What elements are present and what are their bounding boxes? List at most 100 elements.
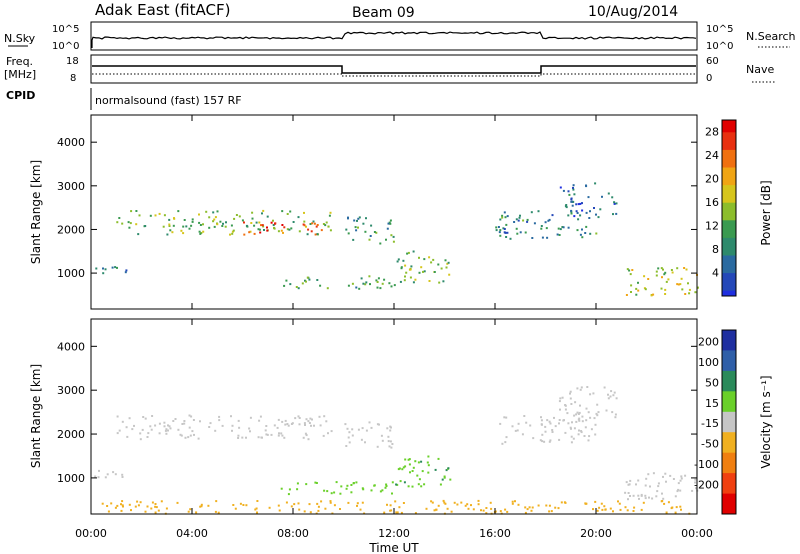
echo-cell (453, 501, 456, 504)
echo-cell (158, 422, 161, 425)
velocity-y-axis: 1000 2000 3000 4000 (57, 340, 697, 485)
sky-label: N.Sky (4, 32, 36, 45)
echo-cell (394, 500, 397, 503)
colorbar-swatch (722, 284, 736, 291)
echo-cell (303, 422, 306, 425)
echo-cell (449, 478, 452, 481)
echo-cell (402, 466, 405, 469)
echo-cell (150, 428, 153, 431)
echo-cell (183, 422, 186, 425)
echo-cell (138, 214, 141, 217)
echo-cell (425, 507, 428, 510)
echo-cell (444, 502, 447, 505)
echo-cell (579, 404, 581, 407)
echo-cell (548, 510, 551, 513)
echo-cell (528, 506, 531, 509)
echo-cell (351, 428, 354, 431)
echo-cell (385, 238, 387, 241)
y-tick-label: 3000 (57, 180, 85, 193)
echo-cell (185, 225, 188, 228)
echo-cell (396, 511, 399, 514)
echo-cell (404, 264, 407, 267)
echo-cell (282, 231, 284, 234)
nave-line (92, 73, 696, 77)
echo-cell (680, 277, 683, 280)
echo-cell (365, 429, 368, 432)
echo-cell (664, 293, 667, 295)
echo-cell (568, 193, 571, 196)
echo-cell (214, 429, 217, 432)
echo-cell (612, 394, 615, 397)
echo-cell (224, 225, 227, 228)
echo-cell (217, 511, 220, 514)
echo-cell (664, 472, 667, 475)
echo-cell (221, 424, 224, 427)
echo-cell (665, 480, 667, 483)
echo-cell (130, 509, 132, 512)
echo-cell (241, 219, 244, 222)
echo-cell (102, 272, 105, 275)
echo-cell (511, 425, 514, 428)
echo-cell (98, 469, 100, 472)
freq-strip-frame (90, 54, 698, 84)
echo-cell (577, 203, 580, 206)
colorbar-tick-label: -15 (701, 417, 719, 430)
echo-cell (383, 278, 386, 281)
echo-cell (114, 266, 117, 269)
echo-cell (545, 227, 548, 230)
echo-cell (356, 502, 359, 505)
echo-cell (437, 504, 440, 507)
echo-cell (304, 432, 307, 435)
echo-cell (144, 417, 147, 420)
echo-cell (618, 502, 621, 505)
echo-cell (503, 211, 506, 214)
echo-cell (184, 436, 187, 439)
echo-cell (564, 205, 567, 208)
echo-cell (624, 491, 627, 494)
echo-cell (584, 502, 587, 505)
echo-cell (567, 190, 570, 193)
echo-cell (345, 487, 348, 490)
echo-cell (327, 225, 330, 228)
echo-cell (524, 511, 527, 514)
echo-cell (114, 473, 117, 476)
echo-cell (114, 506, 117, 509)
colorbar-swatch (722, 190, 736, 197)
echo-cell (149, 214, 152, 217)
echo-cell (625, 481, 628, 484)
echo-cell (572, 437, 575, 440)
echo-cell (353, 219, 356, 222)
echo-cell (305, 483, 308, 486)
echo-cell (362, 282, 365, 285)
echo-cell (685, 268, 688, 271)
echo-cell (392, 235, 395, 238)
search-tick-top: 10^5 (706, 24, 733, 35)
echo-cell (377, 277, 380, 280)
echo-cell (225, 221, 227, 224)
echo-cell (251, 211, 254, 214)
echo-cell (571, 204, 574, 207)
echo-cell (631, 269, 634, 271)
echo-cell (166, 233, 169, 236)
echo-cell (268, 506, 271, 509)
echo-cell (409, 471, 411, 474)
echo-cell (357, 217, 360, 220)
echo-cell (572, 184, 575, 187)
echo-cell (427, 464, 430, 467)
colorbar-swatch (722, 452, 736, 474)
echo-cell (637, 494, 640, 497)
echo-cell (234, 507, 237, 510)
echo-cell (571, 421, 573, 424)
echo-cell (559, 397, 562, 400)
echo-cell (232, 504, 235, 506)
echo-cell (385, 483, 388, 486)
echo-cell (95, 267, 98, 270)
echo-cell (276, 426, 279, 429)
echo-cell (569, 397, 572, 400)
echo-cell (202, 230, 205, 233)
colorbar-swatch (722, 143, 736, 150)
echo-cell (615, 202, 618, 205)
echo-cell (379, 287, 382, 290)
echo-cell (554, 506, 557, 509)
echo-cell (308, 278, 311, 281)
